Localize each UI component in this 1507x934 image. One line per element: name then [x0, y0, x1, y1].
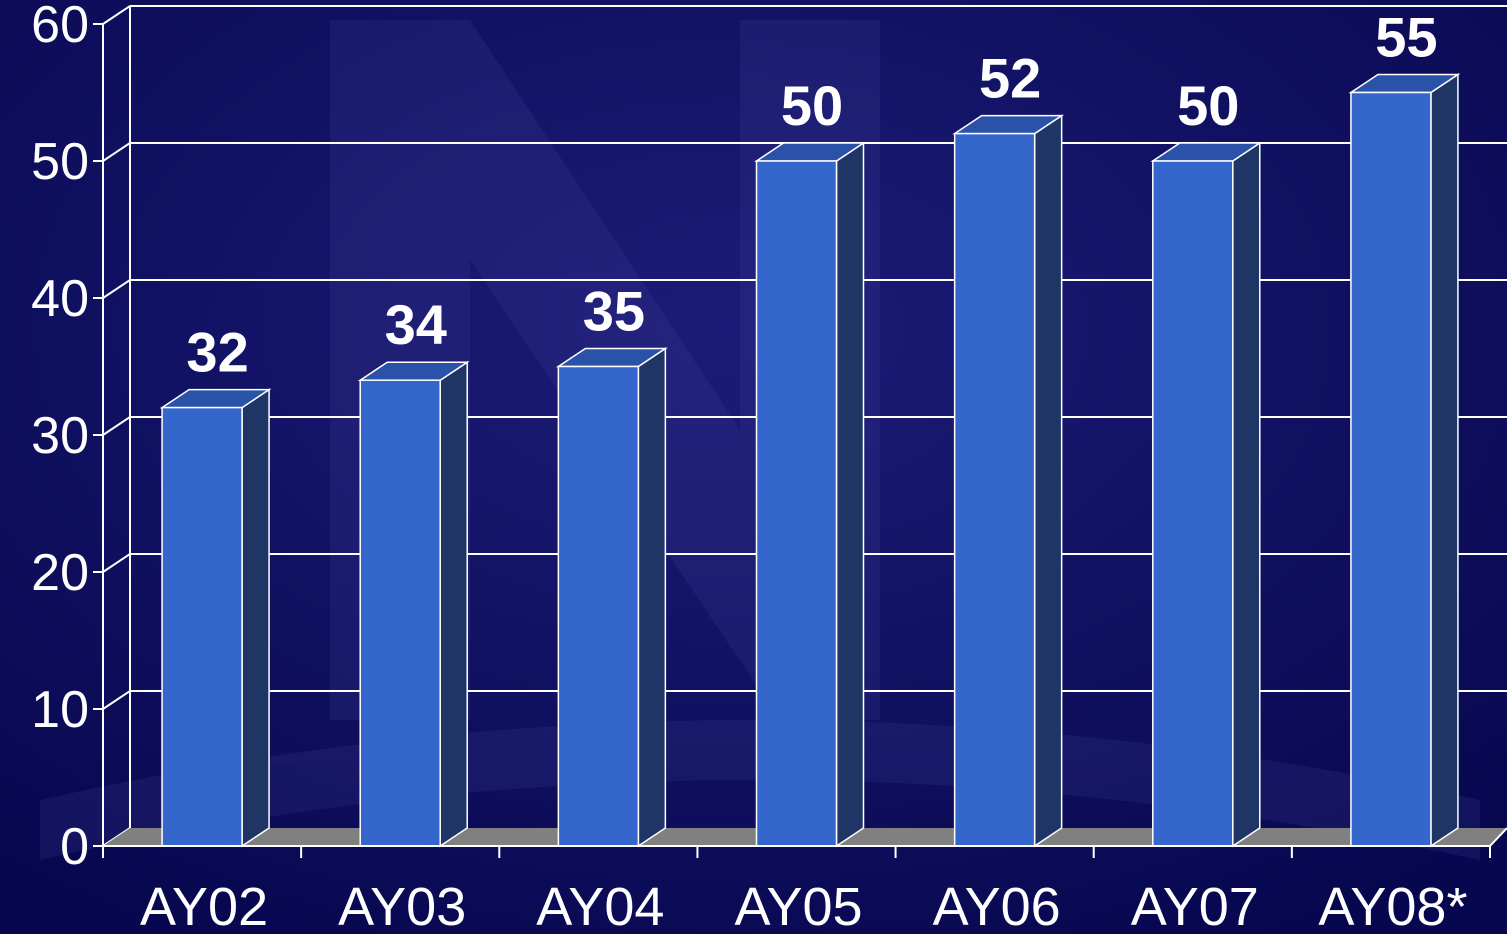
- bar-side: [1430, 73, 1459, 848]
- bar-ay08: [1348, 73, 1461, 848]
- bar-side: [241, 388, 270, 848]
- data-label: 50: [1177, 74, 1239, 137]
- bar-ay02: [159, 388, 272, 848]
- bar-side: [439, 360, 468, 848]
- bar-ay05: [754, 141, 866, 848]
- bar-side: [835, 141, 865, 848]
- bar: [161, 406, 243, 847]
- bar: [557, 365, 640, 847]
- bar: [359, 379, 441, 847]
- bar-ay04: [555, 347, 668, 848]
- bar: [953, 132, 1036, 847]
- data-label: 32: [186, 321, 248, 384]
- x-tick-label: AY06: [933, 877, 1061, 934]
- data-label: 50: [781, 74, 843, 137]
- gridline-connector: [102, 5, 131, 25]
- gridline-connector: [102, 279, 131, 299]
- y-tick-label: 20: [31, 544, 89, 602]
- bar-ay03: [357, 360, 470, 848]
- y-tick-label: 60: [31, 0, 89, 54]
- data-label: 55: [1375, 6, 1437, 69]
- data-label: 34: [385, 293, 447, 356]
- bar-side: [1033, 114, 1063, 848]
- bar: [1152, 160, 1234, 847]
- bar-ay07: [1150, 141, 1263, 848]
- data-label: 35: [583, 280, 645, 343]
- bar: [755, 160, 838, 847]
- x-tick-label: AY02: [140, 877, 268, 934]
- x-tick-label: AY03: [338, 877, 466, 934]
- x-tick-label: AY07: [1131, 877, 1259, 934]
- x-tick-label: AY05: [734, 877, 862, 934]
- y-tick-label: 40: [31, 270, 89, 328]
- y-tick-label: 10: [31, 681, 89, 739]
- gridline-connector: [102, 416, 131, 436]
- gridline-connector: [102, 142, 131, 162]
- y-tick-label: 0: [60, 818, 89, 876]
- y-tick-label: 30: [31, 407, 89, 465]
- gridline-connector: [102, 690, 131, 710]
- bar-side: [1232, 141, 1261, 848]
- x-tick-label: AY08*: [1318, 877, 1467, 934]
- bar: [1350, 91, 1432, 847]
- bar-ay06: [952, 114, 1065, 848]
- floor-edge: [1489, 827, 1507, 847]
- y-tick-label: 50: [31, 133, 89, 191]
- x-tick-label: AY04: [536, 877, 664, 934]
- gridline-connector: [102, 553, 131, 573]
- bar-side: [637, 347, 667, 848]
- data-label: 52: [979, 47, 1041, 110]
